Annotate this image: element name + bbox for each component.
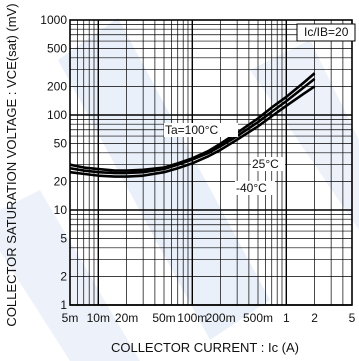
y-tick-label: 50 — [54, 137, 68, 151]
y-tick-label: 500 — [47, 42, 67, 56]
x-tick-label: 2 — [311, 311, 318, 325]
x-tick-label: 200m — [206, 311, 236, 325]
y-tick-labels: 1 2 5 10 20 50 100 200 500 1000 — [40, 13, 67, 312]
series-line-2 — [69, 85, 316, 178]
x-tick-label: 50m — [152, 311, 175, 325]
annotation-ta-100: Ta=100°C — [165, 123, 219, 137]
plot-frame — [69, 19, 353, 306]
condition-label: Ic/IB=20 — [304, 25, 349, 39]
x-tick-label: 500m — [243, 311, 273, 325]
grid — [69, 20, 353, 306]
x-tick-label: 5m — [62, 311, 79, 325]
y-tick-label: 1000 — [40, 13, 67, 27]
x-tick-label: 5 — [349, 311, 356, 325]
x-tick-label: 1 — [283, 311, 290, 325]
y-tick-label: 1 — [60, 298, 67, 312]
y-tick-label: 20 — [54, 174, 68, 188]
y-tick-label: 2 — [60, 269, 67, 283]
annotation-25c: 25°C — [252, 157, 279, 171]
x-tick-label: 100m — [177, 311, 207, 325]
y-axis-label: COLLECTOR SATURATION VOLTAGE : VCE(sat) … — [4, 3, 19, 326]
y-tick-label: 100 — [47, 108, 67, 122]
x-axis-label: COLLECTOR CURRENT : Ic (A) — [111, 340, 299, 355]
x-tick-label: 20m — [115, 311, 138, 325]
series-annotations: Ta=100°C 25°C -40°C — [164, 123, 285, 195]
x-tick-label: 10m — [87, 311, 110, 325]
series-group — [69, 72, 316, 178]
annotation-minus40c: -40°C — [236, 181, 267, 195]
y-tick-label: 10 — [54, 203, 68, 217]
condition-box: Ic/IB=20 — [296, 23, 356, 42]
y-tick-label: 5 — [60, 232, 67, 246]
y-tick-label: 200 — [47, 79, 67, 93]
series-line-1 — [69, 77, 316, 175]
